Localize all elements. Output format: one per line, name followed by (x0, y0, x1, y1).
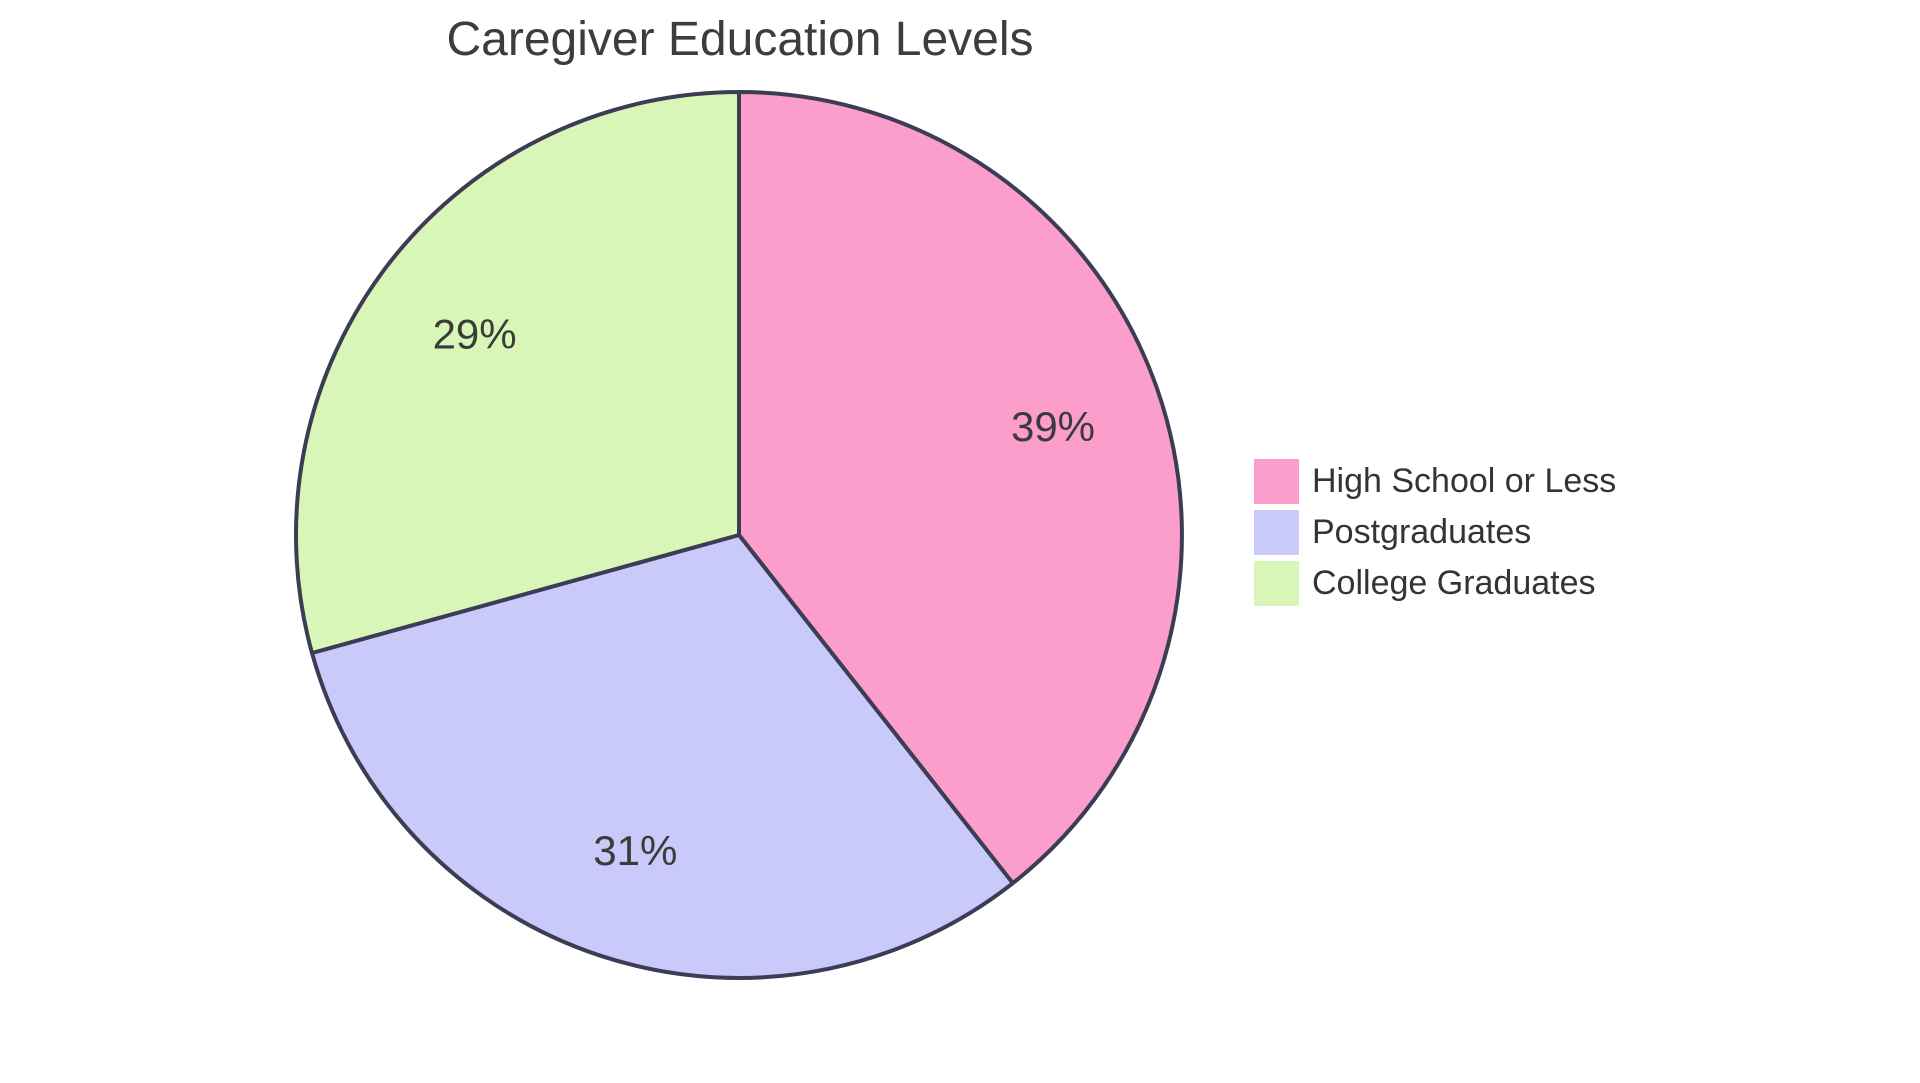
pie-slice-label: 29% (433, 310, 517, 357)
legend-label: College Graduates (1312, 564, 1596, 602)
chart-title: Caregiver Education Levels (446, 13, 1034, 66)
legend-item: College Graduates (1254, 561, 1616, 606)
legend-swatch (1254, 561, 1299, 606)
pie-slice-2 (294, 90, 741, 655)
legend-item: Postgraduates (1254, 510, 1616, 555)
pie-slice-label: 39% (1011, 403, 1095, 450)
pie-slice-1 (310, 533, 1015, 980)
legend-swatch (1254, 459, 1299, 504)
legend-label: High School or Less (1312, 462, 1617, 500)
pie-slice-label: 31% (593, 827, 677, 874)
legend-label: Postgraduates (1312, 513, 1532, 551)
legend-item: High School or Less (1254, 459, 1616, 504)
legend-swatch (1254, 510, 1299, 555)
pie-slice-0 (737, 90, 1184, 886)
legend: High School or Less Postgraduates College … (1254, 459, 1616, 606)
